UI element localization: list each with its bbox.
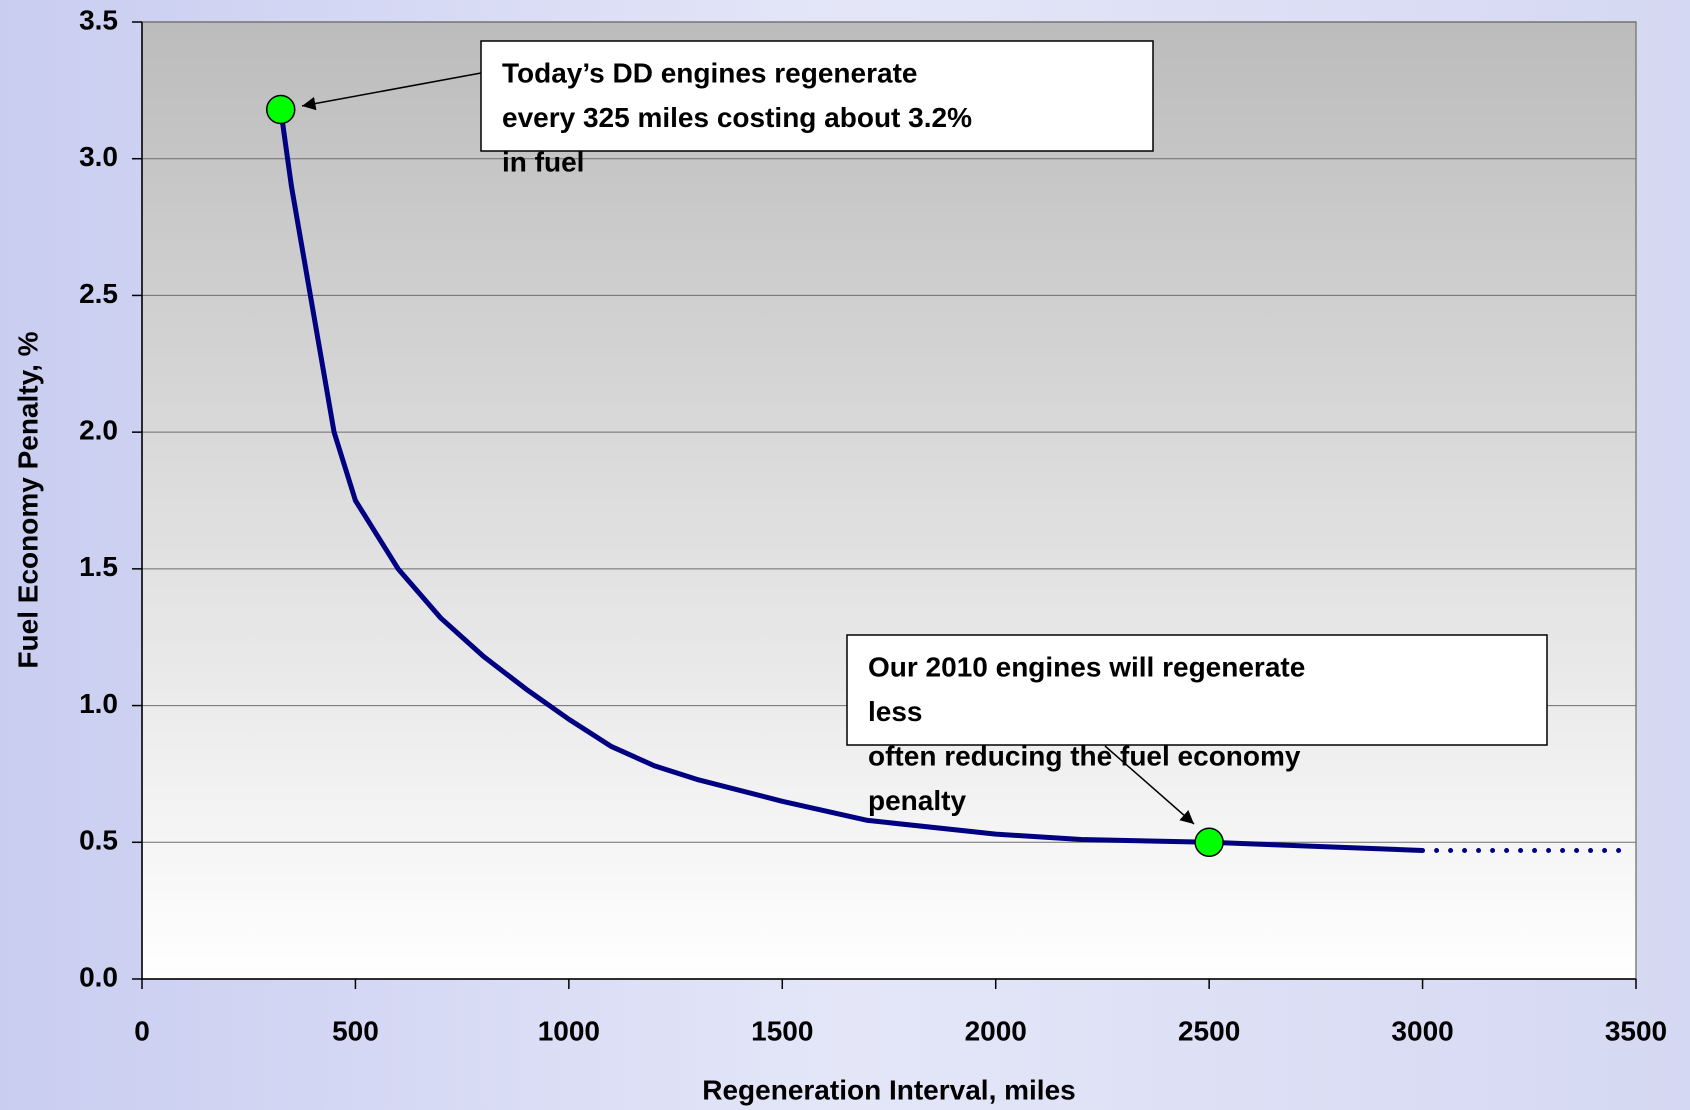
annotation-arrow xyxy=(1104,745,1195,825)
y-tick-label: 3.5 xyxy=(79,4,118,35)
x-tick-label: 3500 xyxy=(1605,1015,1667,1046)
plot-area xyxy=(141,21,1637,980)
y-tick-label: 0.5 xyxy=(79,825,118,856)
y-tick-label: 3.0 xyxy=(79,141,118,172)
x-tick-label: 500 xyxy=(332,1015,379,1046)
highlight-point xyxy=(265,94,296,125)
x-tick-label: 2500 xyxy=(1178,1015,1240,1046)
x-axis-label: Regeneration Interval, miles xyxy=(702,1074,1075,1105)
x-tick-label: 0 xyxy=(134,1015,150,1046)
x-tick-label: 3000 xyxy=(1391,1015,1453,1046)
x-tick-label: 1500 xyxy=(751,1015,813,1046)
annotation-text: penalty xyxy=(868,785,966,816)
y-tick-label: 1.5 xyxy=(79,551,118,582)
highlight-point xyxy=(1194,827,1224,858)
annotation-box xyxy=(480,40,1154,152)
x-tick-label: 1000 xyxy=(538,1015,600,1046)
annotation-text: Today’s DD engines regenerate xyxy=(502,57,917,88)
annotation-text: Our 2010 engines will regenerate xyxy=(868,651,1305,682)
y-axis-label: Fuel Economy Penalty, % xyxy=(12,331,43,668)
x-tick-label: 2000 xyxy=(965,1015,1027,1046)
line xyxy=(278,109,1423,853)
annotation-text: less xyxy=(868,696,923,727)
annotation-text: often reducing the fuel economy xyxy=(868,740,1301,771)
annotation-box xyxy=(846,634,1548,746)
y-tick-label: 2.5 xyxy=(79,278,118,309)
y-tick-label: 1.0 xyxy=(79,688,118,719)
y-tick-label: 0.0 xyxy=(79,961,118,992)
y-tick-label: 2.0 xyxy=(79,415,118,446)
annotation-text: in fuel xyxy=(502,146,584,177)
annotation-text: every 325 miles costing about 3.2% xyxy=(502,102,972,133)
annotation-arrow xyxy=(301,72,482,111)
